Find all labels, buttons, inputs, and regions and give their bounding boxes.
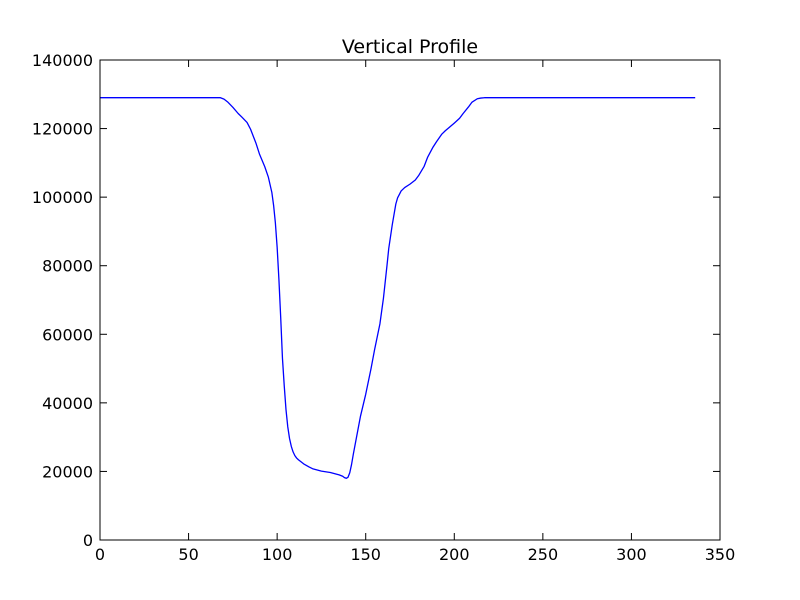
chart-title: Vertical Profile	[342, 36, 478, 58]
y-tick-label: 120000	[32, 120, 93, 139]
y-tick-label: 20000	[42, 462, 93, 481]
x-tick-label: 100	[262, 545, 293, 564]
x-tick-label: 200	[439, 545, 470, 564]
y-tick-label: 100000	[32, 188, 93, 207]
y-tick-label: 140000	[32, 51, 93, 70]
y-tick-label: 60000	[42, 325, 93, 344]
x-tick-label: 50	[178, 545, 198, 564]
y-tick-label: 40000	[42, 394, 93, 413]
x-tick-label: 150	[350, 545, 381, 564]
plot-frame	[99, 59, 721, 541]
y-tick-label: 0	[83, 531, 93, 550]
series-line	[100, 97, 696, 479]
y-tick-label: 80000	[42, 257, 93, 276]
x-tick-label: 250	[528, 545, 559, 564]
x-tick-label: 0	[95, 545, 105, 564]
x-tick-label: 350	[705, 545, 736, 564]
x-tick-label: 300	[616, 545, 647, 564]
